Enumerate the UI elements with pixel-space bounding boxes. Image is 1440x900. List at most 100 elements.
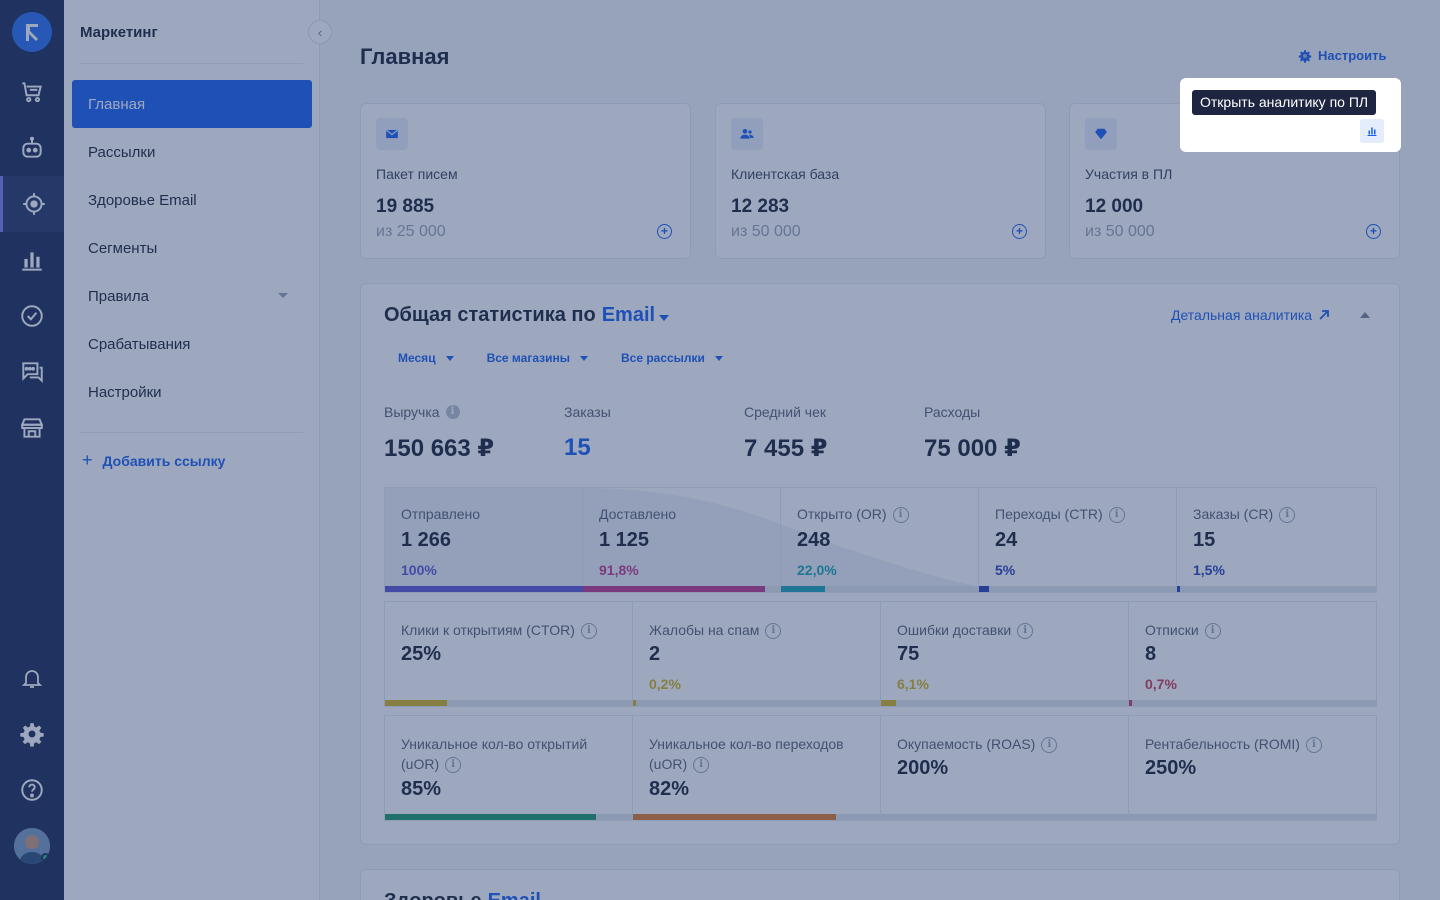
- card-value: 19 885: [376, 196, 435, 217]
- chat-icon[interactable]: [0, 344, 64, 400]
- check-circle-icon[interactable]: [0, 288, 64, 344]
- filter-label: Все рассылки: [620, 351, 705, 365]
- bot-icon[interactable]: [0, 120, 64, 176]
- progress-track: [1177, 586, 1376, 592]
- info-icon[interactable]: i: [1204, 623, 1221, 640]
- menu-item-triggers[interactable]: Срабатывания: [88, 335, 191, 353]
- metric-cell: Ошибки доставки i 75 6,1%: [881, 602, 1129, 706]
- configure-button[interactable]: Настроить: [1298, 48, 1386, 63]
- collapse-sidebar-button[interactable]: ‹: [308, 20, 332, 44]
- menu-item-email-health[interactable]: Здоровье Email: [88, 191, 197, 209]
- channel-select[interactable]: Email: [601, 304, 670, 327]
- funnel-step: Открыто (OR) i 248 22,0%: [781, 488, 979, 592]
- bar-chart-icon[interactable]: [0, 232, 64, 288]
- metric-cell: Уникальное кол-во открытий (uOR) i 85%: [385, 716, 633, 820]
- detail-link-label: Детальная аналитика: [1171, 307, 1313, 323]
- funnel-step-value: 248: [797, 529, 831, 551]
- stats-title-prefix: Общая статистика по: [384, 304, 596, 326]
- info-icon[interactable]: i: [445, 757, 462, 774]
- menu-item-mailings[interactable]: Рассылки: [88, 143, 156, 161]
- funnel-step-value: 15: [1193, 529, 1216, 551]
- help-icon[interactable]: [0, 762, 64, 818]
- progress-fill: [633, 814, 836, 820]
- menu-item-rules[interactable]: Правила: [72, 272, 312, 320]
- open-loyalty-analytics-button[interactable]: [1360, 119, 1384, 143]
- chevron-left-icon: ‹: [317, 24, 323, 40]
- card-client-base: Клиентская база 12 283 из 50 000 +: [715, 103, 1046, 259]
- add-icon[interactable]: +: [1012, 224, 1027, 239]
- card-label: Участия в ПЛ: [1085, 166, 1173, 182]
- store-filter[interactable]: Все магазины: [487, 351, 588, 365]
- external-arrow-icon: [1319, 310, 1329, 320]
- metric-label: Ошибки доставки i: [897, 620, 1122, 640]
- add-icon[interactable]: +: [657, 224, 672, 239]
- target-icon[interactable]: [0, 176, 64, 232]
- envelope-icon: [376, 118, 408, 150]
- metric-avg-check: Средний чек 7 455 ₽: [744, 404, 924, 463]
- health-title: Здоровье Email: [384, 890, 555, 900]
- info-icon[interactable]: i: [765, 623, 782, 640]
- info-icon[interactable]: i: [1305, 737, 1322, 754]
- quality-metrics-row: Клики к открытиям (CTOR) i 25% Жалобы на сп…: [384, 601, 1377, 707]
- menu-item-home[interactable]: Главная: [72, 80, 312, 128]
- metric-revenue: Выручка i 150 663 ₽: [384, 404, 564, 463]
- summary-metrics: Выручка i 150 663 ₽ Заказы 15 Средний чек…: [384, 404, 1104, 463]
- period-filter[interactable]: Месяц: [398, 351, 454, 365]
- info-icon[interactable]: i: [892, 507, 909, 524]
- info-icon[interactable]: i: [1017, 623, 1034, 640]
- progress-fill: [1129, 700, 1132, 706]
- metric-value: 250%: [1145, 757, 1197, 779]
- info-icon[interactable]: i: [580, 623, 597, 640]
- add-link-label: Добавить ссылку: [102, 452, 226, 469]
- info-icon[interactable]: i: [1279, 507, 1296, 524]
- unique-metrics-row: Уникальное кол-во открытий (uOR) i 85% Уник…: [384, 715, 1377, 821]
- menu-item-segments[interactable]: Сегменты: [88, 239, 158, 257]
- store-icon[interactable]: [0, 400, 64, 456]
- card-value: 12 283: [731, 196, 790, 217]
- configure-label: Настроить: [1318, 48, 1387, 63]
- collapse-up-icon[interactable]: [1360, 312, 1370, 318]
- email-funnel: Отправлено 1 266 100% Доставлено 1 125 91,8% О…: [384, 487, 1378, 593]
- avatar[interactable]: [14, 828, 50, 864]
- menu-item-settings[interactable]: Настройки: [88, 383, 162, 401]
- filter-label: Все магазины: [486, 351, 570, 365]
- info-icon[interactable]: i: [1108, 507, 1125, 524]
- chevron-down-icon: [278, 293, 288, 298]
- progress-track: [881, 700, 1128, 706]
- add-link-button[interactable]: + Добавить ссылку: [82, 450, 225, 471]
- metric-value: 200%: [897, 757, 949, 779]
- progress-fill: [1177, 586, 1180, 592]
- metric-value: 85%: [401, 778, 442, 800]
- funnel-step-value: 1 125: [599, 529, 650, 551]
- health-channel-select[interactable]: Email: [488, 890, 555, 900]
- cart-icon[interactable]: [0, 64, 64, 120]
- info-icon[interactable]: i: [445, 405, 460, 419]
- mailing-filter[interactable]: Все рассылки: [621, 351, 723, 365]
- metric-value: 8: [1145, 643, 1157, 665]
- diamond-icon: [1085, 118, 1117, 150]
- gear-icon[interactable]: [0, 706, 64, 762]
- bell-icon[interactable]: [0, 650, 64, 706]
- metric-label: Жалобы на спам i: [649, 620, 874, 640]
- channel-label: Email: [488, 890, 541, 900]
- detail-analytics-link[interactable]: Детальная аналитика: [1171, 307, 1330, 323]
- info-icon[interactable]: i: [1041, 737, 1058, 754]
- add-icon[interactable]: +: [1366, 224, 1381, 239]
- funnel-step-label: Открыто (OR) i: [797, 506, 909, 524]
- card-value: 12 000: [1085, 196, 1144, 217]
- funnel-step: Доставлено 1 125 91,8%: [583, 488, 781, 592]
- metric-value[interactable]: 15: [564, 434, 591, 461]
- page-title: Главная: [360, 44, 450, 69]
- logo-icon[interactable]: [12, 12, 52, 52]
- card-limit: из 50 000: [1085, 223, 1155, 240]
- funnel-step-percent: 91,8%: [599, 562, 639, 578]
- card-limit: из 50 000: [731, 223, 801, 240]
- metric-percent: 0,2%: [649, 676, 681, 692]
- channel-label: Email: [601, 304, 656, 326]
- metric-value: 150 663 ₽: [384, 435, 495, 462]
- metric-value: 75 000 ₽: [924, 435, 1021, 462]
- metric-cell: Рентабельность (ROMI) i 250%: [1129, 716, 1377, 820]
- info-icon[interactable]: i: [693, 757, 710, 774]
- caret-down-icon: [445, 355, 454, 361]
- funnel-shape: [385, 488, 1378, 592]
